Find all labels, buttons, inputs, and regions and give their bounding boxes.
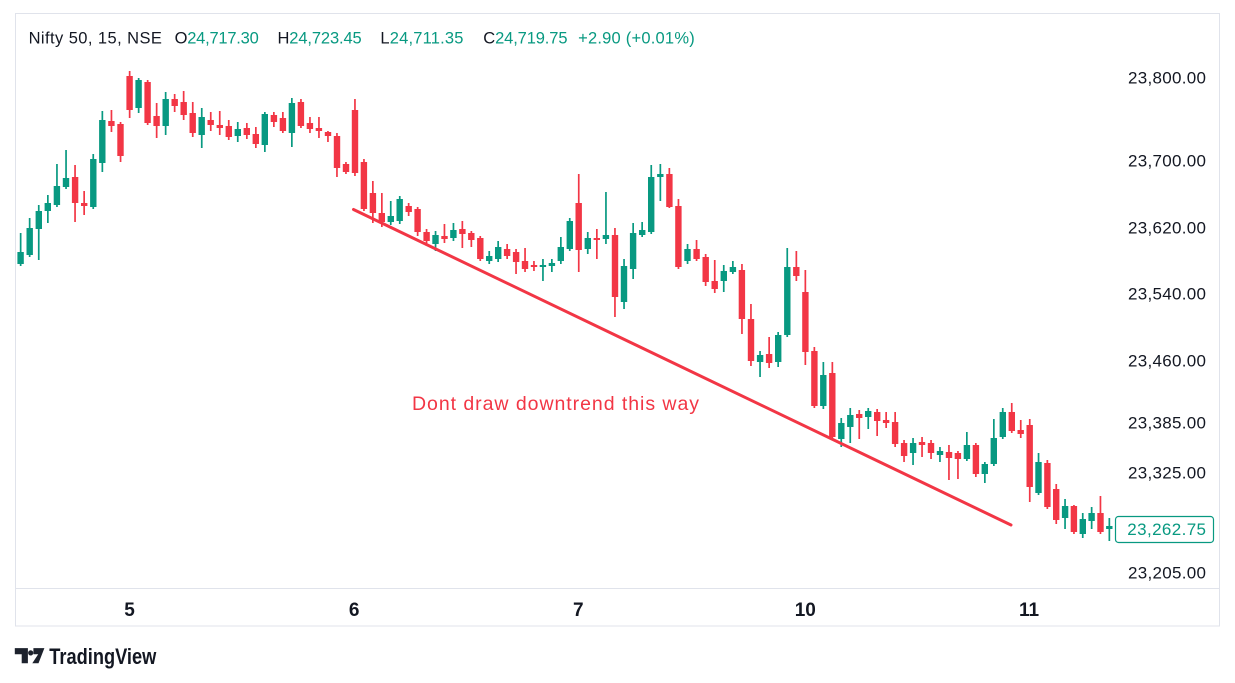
svg-text:23,460.00: 23,460.00	[1128, 352, 1206, 371]
svg-text:H24,723.45: H24,723.45	[278, 29, 362, 47]
svg-text:5: 5	[124, 600, 135, 621]
svg-text:L24,711.35: L24,711.35	[380, 29, 463, 47]
svg-text:23,540.00: 23,540.00	[1128, 285, 1206, 304]
svg-text:10: 10	[795, 600, 816, 621]
svg-text:23,620.00: 23,620.00	[1128, 219, 1206, 238]
svg-text:23,385.00: 23,385.00	[1128, 414, 1206, 433]
svg-text:7: 7	[573, 600, 584, 621]
svg-text:23,700.00: 23,700.00	[1128, 152, 1206, 171]
svg-text:23,205.00: 23,205.00	[1128, 564, 1206, 583]
svg-text:23,800.00: 23,800.00	[1128, 69, 1206, 88]
svg-text:23,325.00: 23,325.00	[1128, 464, 1206, 483]
svg-text:Dont draw downtrend this way: Dont draw downtrend this way	[412, 393, 699, 415]
svg-text:TradingView: TradingView	[49, 644, 157, 669]
svg-text:+2.90 (+0.01%): +2.90 (+0.01%)	[578, 29, 695, 47]
svg-text:6: 6	[349, 600, 360, 621]
svg-text:C24,719.75: C24,719.75	[483, 29, 567, 47]
svg-text:Nifty 50, 15, NSE: Nifty 50, 15, NSE	[29, 29, 162, 47]
svg-text:11: 11	[1019, 600, 1040, 621]
svg-text:O24,717.30: O24,717.30	[175, 29, 259, 47]
svg-text:23,262.75: 23,262.75	[1127, 520, 1206, 539]
